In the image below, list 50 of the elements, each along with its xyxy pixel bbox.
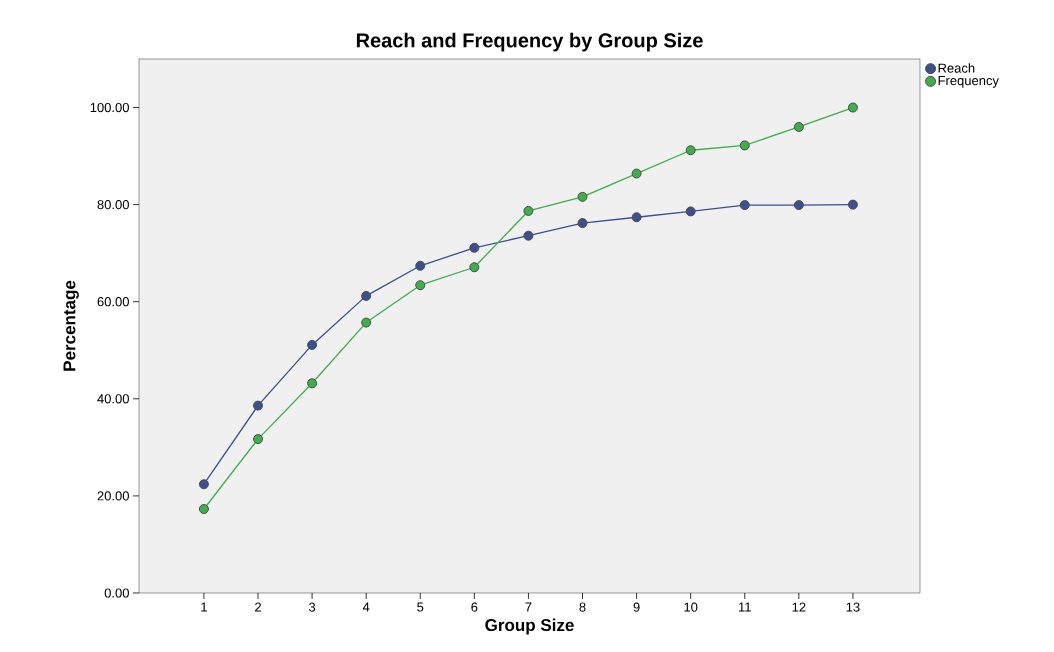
point	[415, 280, 426, 291]
point	[307, 378, 318, 389]
x-tick-label: 13	[846, 602, 860, 612]
x-tick-label: 3	[308, 602, 316, 612]
point	[685, 145, 696, 156]
legend-label: Frequency	[938, 76, 999, 88]
chart-title: Reach and Frequency by Group Size	[356, 32, 703, 52]
x-tick-label: 6	[471, 602, 478, 612]
x-tick-label: 4	[362, 602, 370, 612]
point	[793, 121, 804, 132]
x-tick-label: 7	[525, 602, 532, 612]
x-axis-title: Group Size	[485, 618, 574, 635]
point	[685, 206, 696, 217]
point	[793, 200, 804, 211]
x-tick-label: 10	[684, 602, 698, 612]
point	[631, 168, 642, 179]
point	[253, 434, 263, 445]
x-tick-label: 12	[792, 602, 806, 612]
y-tick-label: 0.00	[104, 588, 129, 598]
y-tick-label: 100.00	[90, 102, 129, 113]
legend-label: Reach	[938, 63, 975, 73]
x-tick-label: 11	[739, 602, 751, 612]
y-tick-label: 40.00	[97, 394, 129, 404]
point	[361, 317, 372, 328]
x-tick-label: 2	[255, 602, 261, 612]
point	[307, 339, 318, 350]
x-tick-label: 1	[201, 602, 207, 612]
point	[469, 262, 480, 273]
point	[469, 242, 480, 253]
point	[847, 199, 858, 210]
y-tick-label: 80.00	[97, 200, 129, 210]
y-tick-label: 20.00	[97, 491, 129, 501]
point	[739, 140, 750, 151]
x-tick-label: 8	[579, 602, 586, 612]
point	[415, 260, 426, 271]
point	[577, 218, 588, 229]
point	[198, 504, 209, 514]
point	[523, 230, 534, 241]
x-tick-label: 9	[633, 602, 640, 612]
y-axis-title: Percentage	[63, 280, 79, 371]
point	[631, 212, 642, 223]
point	[739, 200, 750, 211]
point	[847, 102, 858, 113]
point	[523, 205, 534, 216]
point	[198, 479, 209, 490]
point	[577, 191, 588, 202]
x-tick-label: 5	[417, 602, 424, 612]
y-tick-label: 60.00	[97, 297, 129, 307]
point	[361, 290, 372, 301]
point	[253, 400, 263, 411]
